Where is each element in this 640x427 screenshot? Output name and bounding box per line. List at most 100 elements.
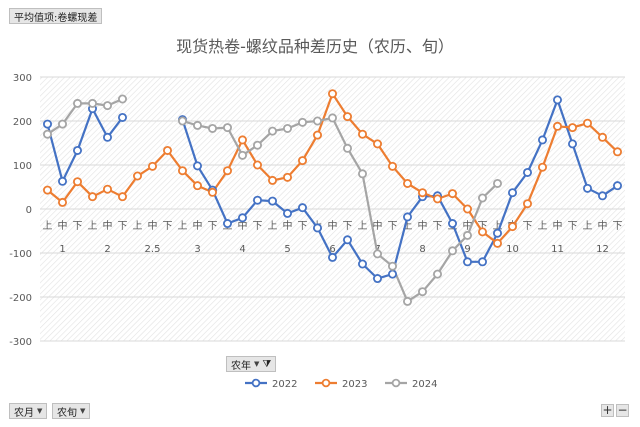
filter-field-button[interactable]: 农年 ▼ ⧩ xyxy=(226,356,277,372)
data-point-2023 xyxy=(207,187,217,197)
data-point-2023 xyxy=(523,199,533,209)
x-sub-label: 上 xyxy=(268,220,278,232)
data-point-2022 xyxy=(477,257,487,267)
x-sub-label: 下 xyxy=(298,221,308,232)
data-point-2024 xyxy=(88,98,98,108)
data-point-2023 xyxy=(477,227,487,237)
data-point-2022 xyxy=(73,145,83,155)
collapse-button[interactable]: − xyxy=(616,403,629,417)
x-sub-label: 上 xyxy=(43,220,53,232)
data-point-2024 xyxy=(222,123,232,133)
x-sub-label: 上 xyxy=(178,220,188,232)
data-point-2023 xyxy=(432,194,442,204)
legend-marker-2023 xyxy=(321,378,331,388)
legend-label-2024: 2024 xyxy=(412,379,437,390)
legend-label-2023: 2023 xyxy=(342,379,367,390)
data-point-2024 xyxy=(207,123,217,133)
x-sub-label: 下 xyxy=(118,221,128,232)
data-point-2022 xyxy=(297,203,307,213)
y-tick-label: 0 xyxy=(26,205,32,216)
x-sub-label: 中 xyxy=(373,219,383,232)
filter-funnel-icon: ⧩ xyxy=(262,358,272,370)
data-point-2024 xyxy=(282,123,292,133)
x-group-label: 2 xyxy=(104,244,110,255)
y-tick-label: 100 xyxy=(13,161,32,172)
data-point-2022 xyxy=(523,167,533,177)
dropdown-arrow-icon: ▼ xyxy=(254,360,260,368)
data-point-2022 xyxy=(103,132,113,142)
x-sub-label: 上 xyxy=(403,220,413,232)
x-sub-label: 下 xyxy=(73,221,83,232)
legend-marker-2022 xyxy=(251,378,261,388)
x-sub-label: 上 xyxy=(493,220,503,232)
data-point-2022 xyxy=(492,228,502,238)
x-sub-label: 上 xyxy=(538,220,548,232)
data-point-2023 xyxy=(553,121,563,131)
value-field-button[interactable]: 平均值项:卷螺现差 xyxy=(9,8,103,24)
x-group-label: 2.5 xyxy=(145,244,161,255)
x-sub-label: 中 xyxy=(328,219,338,232)
data-point-2023 xyxy=(507,222,517,232)
data-point-2023 xyxy=(357,129,367,139)
data-point-2023 xyxy=(492,238,502,248)
x-group-label: 9 xyxy=(464,244,470,255)
row-field-month-button[interactable]: 农月 ▼ xyxy=(9,403,48,419)
data-point-2023 xyxy=(103,184,113,194)
x-sub-label: 中 xyxy=(598,219,608,232)
data-point-2023 xyxy=(192,181,202,191)
x-sub-label: 中 xyxy=(283,219,293,232)
data-point-2024 xyxy=(492,178,502,188)
x-sub-label: 下 xyxy=(613,221,623,232)
data-point-2022 xyxy=(507,188,517,198)
data-point-2023 xyxy=(598,132,608,142)
data-point-2022 xyxy=(598,191,608,201)
data-point-2022 xyxy=(447,219,457,229)
data-point-2022 xyxy=(312,223,322,233)
data-point-2023 xyxy=(267,175,277,185)
data-point-2023 xyxy=(282,172,292,182)
data-point-2023 xyxy=(88,192,98,202)
data-point-2023 xyxy=(252,160,262,170)
x-sub-label: 下 xyxy=(568,221,578,232)
data-point-2024 xyxy=(357,169,367,179)
data-point-2024 xyxy=(432,269,442,279)
data-point-2024 xyxy=(402,296,412,306)
data-point-2024 xyxy=(267,126,277,136)
data-point-2024 xyxy=(312,116,322,126)
y-tick-label: -100 xyxy=(9,249,32,260)
data-point-2023 xyxy=(583,118,593,128)
x-sub-label: 下 xyxy=(433,221,443,232)
data-point-2023 xyxy=(43,185,53,195)
x-sub-label: 上 xyxy=(88,220,98,232)
data-point-2023 xyxy=(342,112,352,122)
x-sub-label: 上 xyxy=(583,220,593,232)
data-point-2022 xyxy=(372,274,382,284)
data-point-2022 xyxy=(583,183,593,193)
y-tick-label: 200 xyxy=(13,117,32,128)
value-field-label: 平均值项:卷螺现差 xyxy=(14,12,98,24)
row-field-period-button[interactable]: 农旬 ▼ xyxy=(52,403,91,419)
data-point-2023 xyxy=(387,161,397,171)
data-point-2024 xyxy=(297,117,307,127)
legend-label-2022: 2022 xyxy=(272,379,297,390)
data-point-2024 xyxy=(118,94,128,104)
data-point-2024 xyxy=(177,116,187,126)
x-sub-label: 中 xyxy=(463,219,473,232)
row-field-period-label: 农旬 xyxy=(57,407,77,419)
legend-marker-2024 xyxy=(391,378,401,388)
expand-button[interactable]: + xyxy=(601,403,614,417)
data-point-2023 xyxy=(613,147,623,157)
data-point-2023 xyxy=(568,123,578,133)
x-group-label: 8 xyxy=(419,244,425,255)
data-point-2022 xyxy=(462,257,472,267)
row-field-month-label: 农月 xyxy=(14,407,34,419)
data-point-2023 xyxy=(222,166,232,176)
data-point-2022 xyxy=(43,119,53,129)
x-group-label: 6 xyxy=(329,244,335,255)
data-point-2022 xyxy=(538,135,548,145)
data-point-2022 xyxy=(568,139,578,149)
x-sub-label: 下 xyxy=(523,221,533,232)
x-sub-label: 中 xyxy=(148,219,158,232)
dropdown-arrow-icon: ▼ xyxy=(37,407,43,415)
data-point-2023 xyxy=(402,178,412,188)
